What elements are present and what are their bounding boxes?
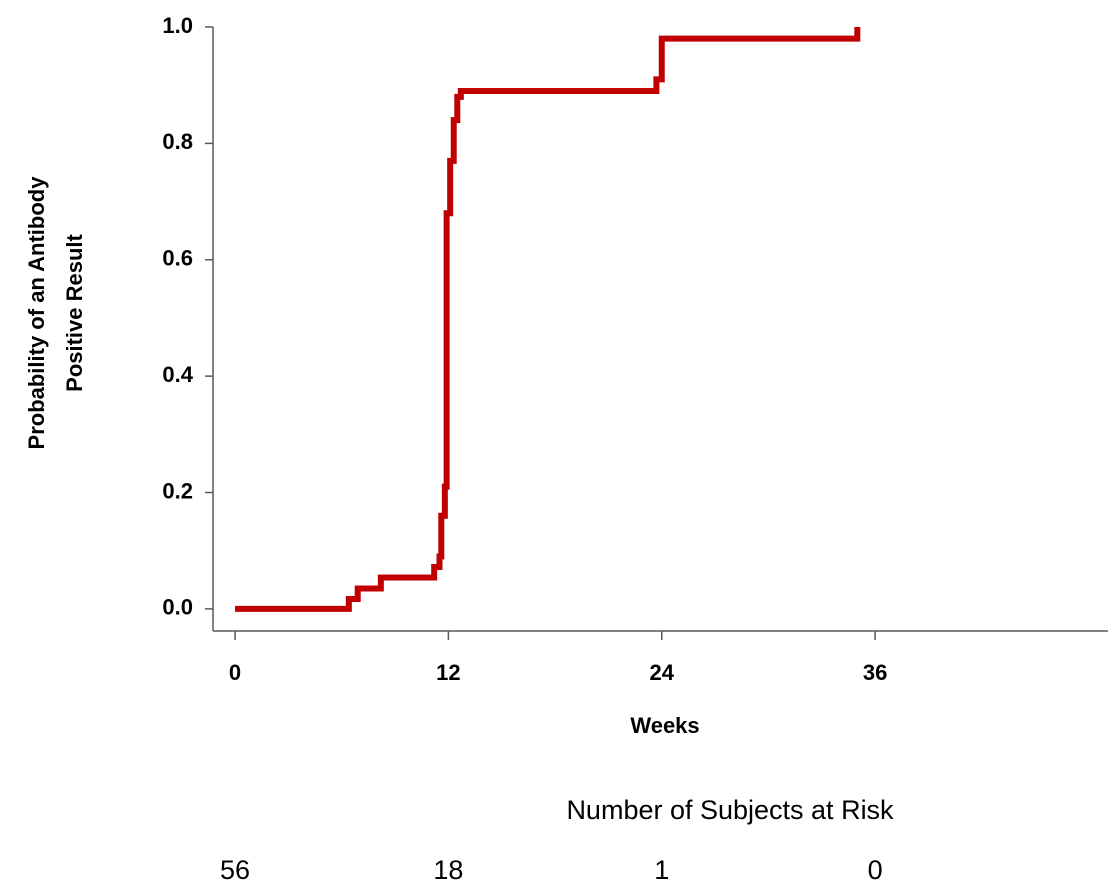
y-tick-label: 0.0	[162, 595, 193, 620]
x-tick-label: 0	[229, 660, 241, 685]
y-tick-label: 0.2	[162, 478, 193, 503]
y-axis-title: Probability of an Antibody	[24, 176, 49, 450]
x-tick-label: 12	[436, 660, 460, 685]
risk-count: 0	[868, 855, 883, 885]
chart: Weeks Probability of an Antibody Positiv…	[0, 0, 1114, 895]
x-tick-label: 24	[650, 660, 675, 685]
risk-count: 56	[220, 855, 250, 885]
y-tick-label: 0.8	[162, 129, 193, 154]
risk-count: 18	[433, 855, 463, 885]
risk-table-title: Number of Subjects at Risk	[566, 795, 894, 825]
y-tick-label: 0.4	[162, 362, 193, 387]
x-tick-label: 36	[863, 660, 887, 685]
risk-count: 1	[654, 855, 669, 885]
km-curve	[235, 27, 857, 609]
y-axis-title: Positive Result	[62, 233, 87, 391]
x-axis-title: Weeks	[630, 713, 699, 738]
y-tick-label: 1.0	[162, 13, 193, 38]
y-tick-label: 0.6	[162, 246, 193, 271]
